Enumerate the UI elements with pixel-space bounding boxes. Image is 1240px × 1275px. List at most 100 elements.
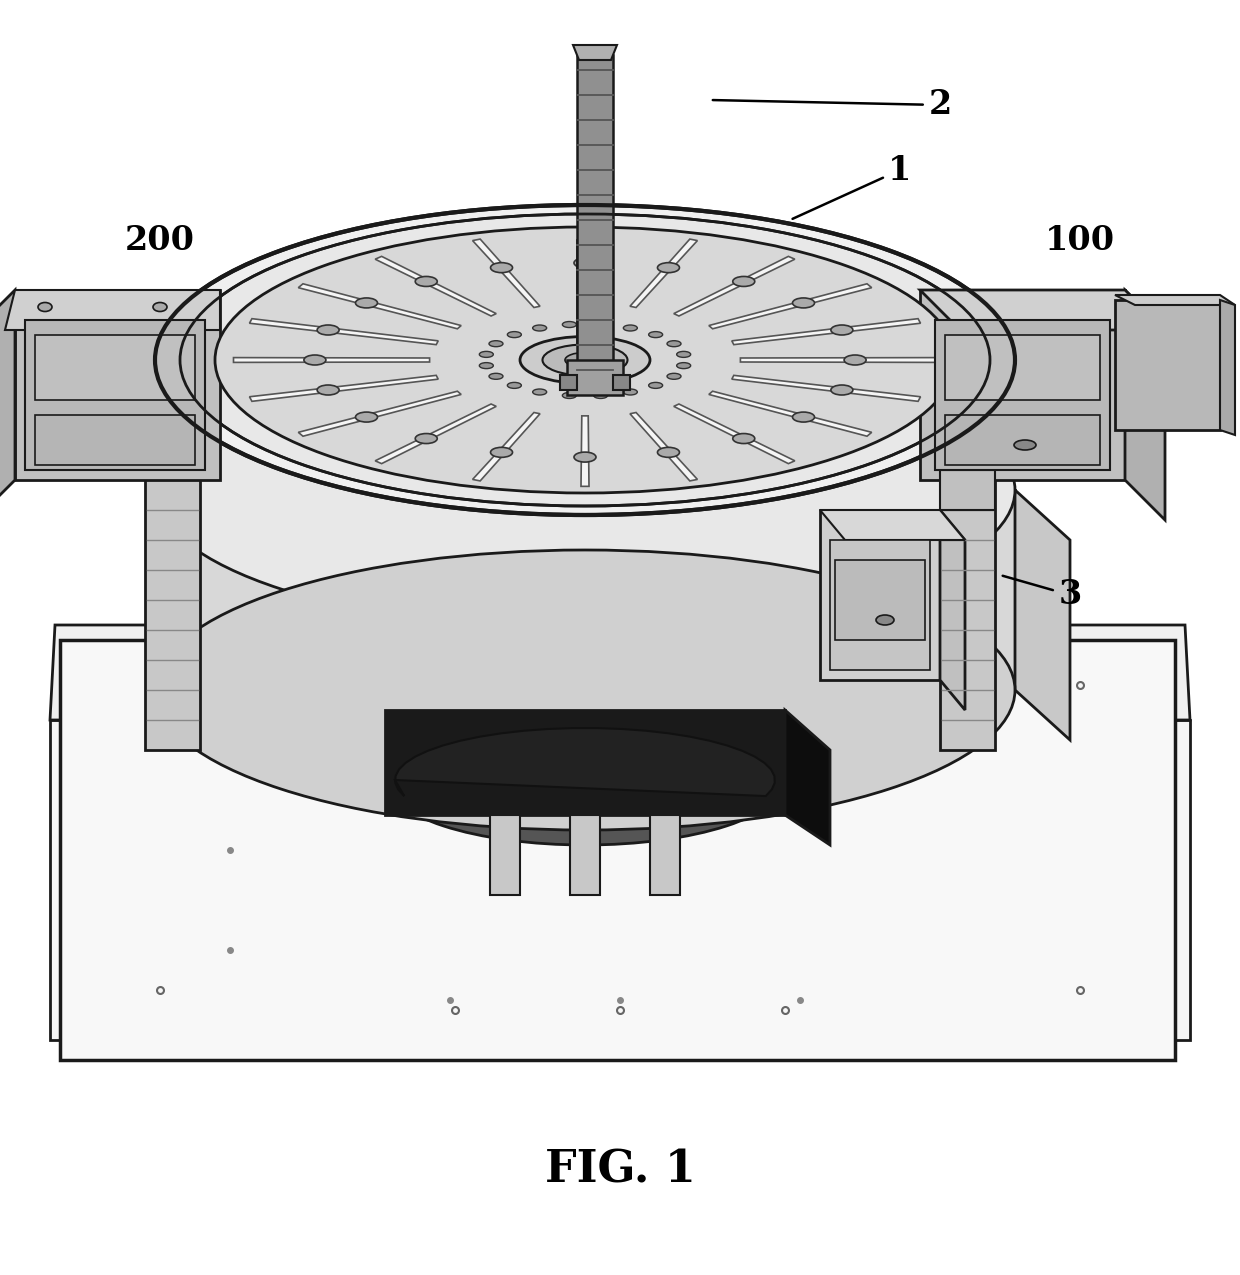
Ellipse shape bbox=[533, 389, 547, 395]
Polygon shape bbox=[25, 320, 205, 470]
Polygon shape bbox=[5, 289, 219, 330]
Polygon shape bbox=[299, 284, 461, 329]
Ellipse shape bbox=[594, 321, 608, 328]
Ellipse shape bbox=[1014, 440, 1035, 450]
Polygon shape bbox=[35, 335, 195, 400]
Ellipse shape bbox=[304, 354, 326, 365]
Polygon shape bbox=[50, 625, 1190, 720]
Polygon shape bbox=[573, 45, 618, 60]
Polygon shape bbox=[249, 375, 438, 402]
Ellipse shape bbox=[520, 337, 650, 384]
Ellipse shape bbox=[733, 434, 755, 444]
Polygon shape bbox=[396, 728, 775, 796]
Ellipse shape bbox=[649, 332, 662, 338]
Polygon shape bbox=[940, 510, 965, 710]
Polygon shape bbox=[155, 490, 1016, 690]
Polygon shape bbox=[1016, 490, 1070, 740]
Ellipse shape bbox=[491, 448, 512, 458]
Ellipse shape bbox=[507, 332, 521, 338]
Polygon shape bbox=[249, 319, 438, 344]
Polygon shape bbox=[673, 404, 795, 464]
Ellipse shape bbox=[317, 385, 339, 395]
Ellipse shape bbox=[153, 302, 167, 311]
Ellipse shape bbox=[677, 362, 691, 368]
Text: 100: 100 bbox=[1045, 223, 1115, 256]
Ellipse shape bbox=[624, 389, 637, 395]
Text: 200: 200 bbox=[125, 223, 195, 256]
Polygon shape bbox=[1220, 300, 1235, 435]
Ellipse shape bbox=[657, 263, 680, 273]
Polygon shape bbox=[945, 414, 1100, 465]
Polygon shape bbox=[472, 413, 541, 481]
Polygon shape bbox=[570, 815, 600, 895]
Polygon shape bbox=[50, 720, 1190, 1040]
Ellipse shape bbox=[507, 382, 521, 389]
Polygon shape bbox=[673, 256, 795, 316]
Ellipse shape bbox=[155, 351, 1016, 630]
Ellipse shape bbox=[667, 340, 681, 347]
Polygon shape bbox=[472, 240, 541, 307]
Ellipse shape bbox=[415, 277, 438, 287]
Polygon shape bbox=[920, 289, 1125, 479]
Polygon shape bbox=[376, 256, 496, 316]
Polygon shape bbox=[830, 541, 930, 669]
Ellipse shape bbox=[489, 340, 503, 347]
Ellipse shape bbox=[415, 434, 438, 444]
Polygon shape bbox=[935, 320, 1110, 470]
Polygon shape bbox=[650, 815, 680, 895]
Polygon shape bbox=[945, 335, 1100, 400]
Ellipse shape bbox=[565, 352, 605, 367]
Polygon shape bbox=[0, 289, 15, 520]
Ellipse shape bbox=[563, 393, 577, 399]
Polygon shape bbox=[376, 404, 496, 464]
Ellipse shape bbox=[677, 352, 691, 357]
Text: 2: 2 bbox=[713, 88, 951, 121]
Ellipse shape bbox=[733, 277, 755, 287]
Polygon shape bbox=[732, 375, 920, 402]
Polygon shape bbox=[1125, 289, 1166, 520]
Ellipse shape bbox=[533, 325, 547, 332]
Polygon shape bbox=[820, 510, 940, 680]
Polygon shape bbox=[1115, 295, 1235, 305]
Ellipse shape bbox=[667, 374, 681, 379]
Polygon shape bbox=[35, 414, 195, 465]
Polygon shape bbox=[577, 55, 613, 380]
Polygon shape bbox=[233, 357, 429, 362]
Ellipse shape bbox=[38, 302, 52, 311]
Polygon shape bbox=[582, 233, 589, 305]
Polygon shape bbox=[15, 289, 219, 479]
Polygon shape bbox=[709, 284, 872, 329]
Ellipse shape bbox=[489, 374, 503, 379]
Ellipse shape bbox=[563, 321, 577, 328]
Polygon shape bbox=[384, 710, 785, 815]
Polygon shape bbox=[582, 416, 589, 486]
Ellipse shape bbox=[792, 412, 815, 422]
Ellipse shape bbox=[543, 344, 627, 376]
Ellipse shape bbox=[491, 263, 512, 273]
Ellipse shape bbox=[844, 354, 866, 365]
Polygon shape bbox=[560, 375, 577, 390]
Polygon shape bbox=[299, 391, 461, 436]
Ellipse shape bbox=[215, 227, 955, 493]
Polygon shape bbox=[613, 375, 630, 390]
Polygon shape bbox=[785, 710, 830, 845]
Ellipse shape bbox=[480, 352, 494, 357]
Ellipse shape bbox=[657, 448, 680, 458]
Ellipse shape bbox=[649, 382, 662, 389]
Ellipse shape bbox=[356, 298, 377, 309]
Polygon shape bbox=[1115, 300, 1220, 430]
Polygon shape bbox=[940, 330, 994, 750]
Polygon shape bbox=[820, 510, 965, 541]
Polygon shape bbox=[145, 330, 200, 750]
Ellipse shape bbox=[792, 298, 815, 309]
Ellipse shape bbox=[574, 258, 596, 268]
Ellipse shape bbox=[317, 325, 339, 335]
Ellipse shape bbox=[155, 205, 1016, 515]
Polygon shape bbox=[630, 240, 697, 307]
Text: FIG. 1: FIG. 1 bbox=[544, 1149, 696, 1192]
Ellipse shape bbox=[831, 325, 853, 335]
Ellipse shape bbox=[875, 615, 894, 625]
Polygon shape bbox=[155, 490, 175, 700]
Text: 1: 1 bbox=[792, 153, 911, 219]
Ellipse shape bbox=[480, 362, 494, 368]
